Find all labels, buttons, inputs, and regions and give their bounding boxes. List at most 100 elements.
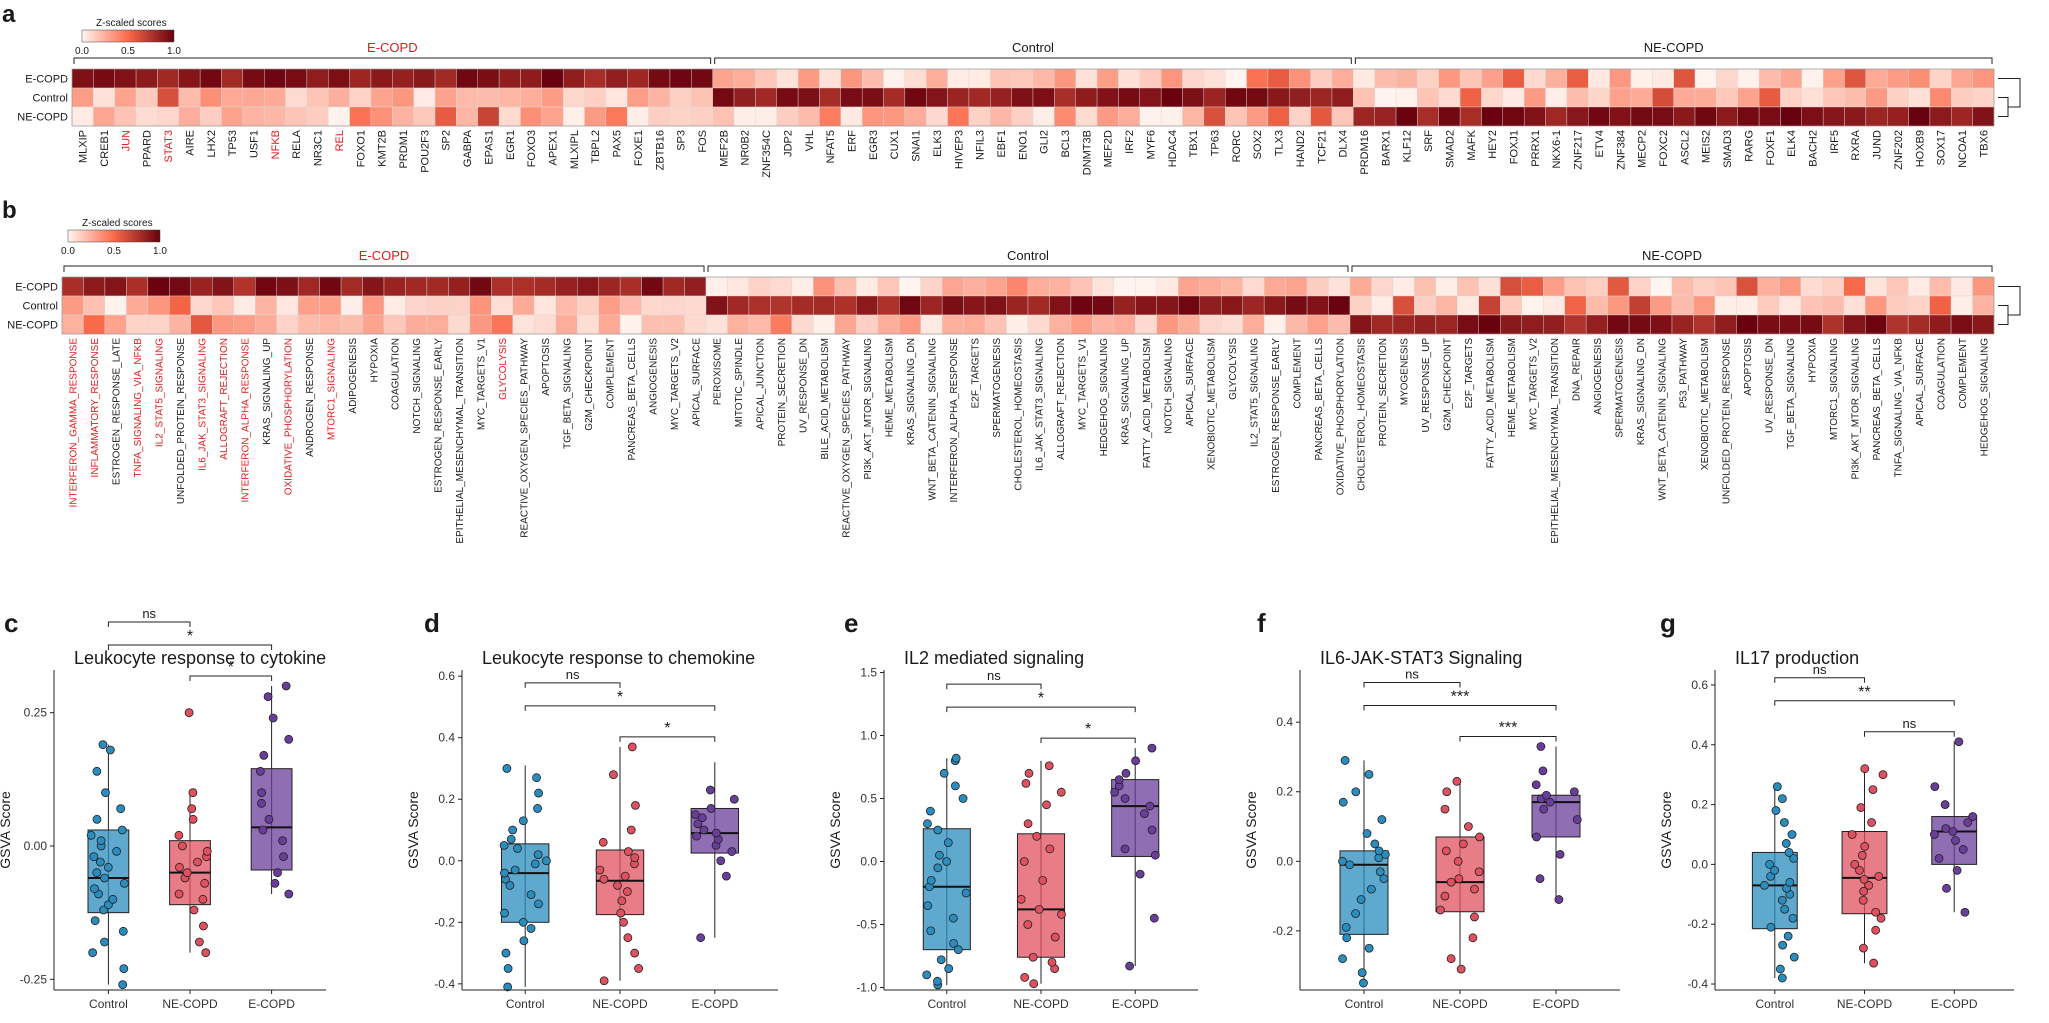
column-label: TGF_BETA_SIGNALING <box>562 338 573 449</box>
data-point <box>281 681 291 691</box>
heatmap-cell <box>71 68 94 89</box>
data-point <box>90 916 100 926</box>
heatmap-cell <box>264 68 286 89</box>
heatmap-cell <box>1758 68 1781 89</box>
y-axis-label: GSVA Score <box>0 791 13 869</box>
data-point <box>1374 846 1384 856</box>
heatmap-cell <box>520 68 543 89</box>
column-label: REL <box>334 130 346 151</box>
column-label: MEIS2 <box>1701 130 1713 163</box>
column-label: JUND <box>1872 130 1884 159</box>
heatmap-cell <box>920 314 943 335</box>
heatmap-cell <box>199 106 222 127</box>
heatmap-cell <box>840 68 863 89</box>
heatmap-cell <box>755 87 777 108</box>
data-point <box>264 814 274 824</box>
x-tick-label: E-COPD <box>1112 997 1159 1011</box>
significance-label: * <box>228 659 234 676</box>
significance-label: ns <box>987 668 1001 683</box>
data-point <box>1858 895 1868 905</box>
heatmap-cell <box>1545 87 1568 108</box>
column-label: APICAL_SURFACE <box>691 338 702 427</box>
data-point <box>175 862 184 872</box>
significance-bracket <box>1864 731 1955 737</box>
legend-tick: 0.0 <box>75 46 89 57</box>
heatmap-cell <box>1371 276 1394 297</box>
x-tick-label: Control <box>506 997 545 1011</box>
heatmap-cell <box>135 87 158 108</box>
data-point <box>1019 857 1029 866</box>
heatmap-cell <box>1070 276 1093 297</box>
x-tick-label: E-COPD <box>1533 997 1580 1011</box>
data-point <box>526 924 536 933</box>
heatmap-cell <box>392 87 414 108</box>
heatmap-cell <box>1673 87 1696 108</box>
heatmap-cell <box>491 276 514 297</box>
heatmap-cell <box>1075 87 1098 108</box>
heatmap-cell <box>555 295 578 316</box>
data-point <box>1538 766 1548 776</box>
heatmap-cell <box>1075 106 1098 127</box>
data-point <box>194 937 204 947</box>
heatmap-cell <box>512 314 535 335</box>
column-label: EPAS1 <box>483 130 495 165</box>
heatmap-cell <box>1500 295 1522 316</box>
data-point <box>1454 874 1464 884</box>
heatmap-cell <box>1630 87 1653 108</box>
heatmap-cell <box>1156 295 1179 316</box>
heatmap-cell <box>1887 68 1909 89</box>
heatmap-cell <box>1178 276 1200 297</box>
data-point <box>951 753 961 763</box>
heatmap-cell <box>242 106 265 127</box>
data-point <box>1446 954 1456 964</box>
data-point <box>1777 794 1787 803</box>
data-point <box>202 846 212 856</box>
heatmap-cell <box>877 295 900 316</box>
column-label: KRAS_SIGNALING_UP <box>1121 338 1132 445</box>
heatmap-cell <box>984 276 1007 297</box>
y-tick-label: -0.5 <box>856 917 877 931</box>
data-point <box>1777 973 1787 983</box>
heatmap-cell <box>899 314 921 335</box>
heatmap-cell <box>392 106 414 127</box>
data-point <box>599 874 609 884</box>
heatmap-cell <box>456 68 478 89</box>
heatmap-cell <box>669 106 692 127</box>
heatmap-cell <box>748 295 771 316</box>
data-point <box>1050 932 1060 942</box>
heatmap-cell <box>534 276 556 297</box>
heatmap-cell <box>1716 87 1738 108</box>
heatmap-cell <box>797 87 820 108</box>
heatmap-cell <box>984 295 1007 316</box>
y-tick-label: 0.4 <box>438 731 455 745</box>
heatmap-cell <box>1459 68 1482 89</box>
heatmap-cell <box>498 106 521 127</box>
column-label: MEF2B <box>718 130 730 167</box>
group-label: E-COPD <box>359 248 410 263</box>
heatmap-cell <box>1392 314 1415 335</box>
heatmap-cell <box>1972 87 1995 108</box>
heatmap-cell <box>627 106 649 127</box>
heatmap-cell <box>190 295 213 316</box>
data-point <box>622 887 632 896</box>
data-point <box>263 692 273 702</box>
column-label: INTERFERON_ALPHA_RESPONSE <box>949 338 960 503</box>
column-label: APOPTOSIS <box>1743 338 1754 396</box>
heatmap-cell <box>448 276 471 297</box>
heatmap-cell <box>71 106 94 127</box>
heatmap-cell <box>61 276 84 297</box>
heatmap-cell <box>861 87 884 108</box>
significance-label: *** <box>1451 689 1470 706</box>
heatmap-cell <box>1630 106 1653 127</box>
column-label: ANGIOGENESIS <box>648 338 659 415</box>
column-label: NFIL3 <box>975 130 987 160</box>
heatmap-cell <box>1220 295 1243 316</box>
heatmap-cell <box>1694 68 1717 89</box>
heatmap-cell <box>1886 276 1909 297</box>
heatmap-cell <box>1585 295 1608 316</box>
heatmap-cell <box>1951 106 1973 127</box>
heatmap-panel-b: b Z-scaled scores 0.0 0.5 1.0 E-COPD Control NE… <box>2 197 2021 544</box>
column-label: EBF1 <box>996 130 1008 158</box>
data-point <box>510 865 520 875</box>
heatmap-cell <box>1203 106 1226 127</box>
